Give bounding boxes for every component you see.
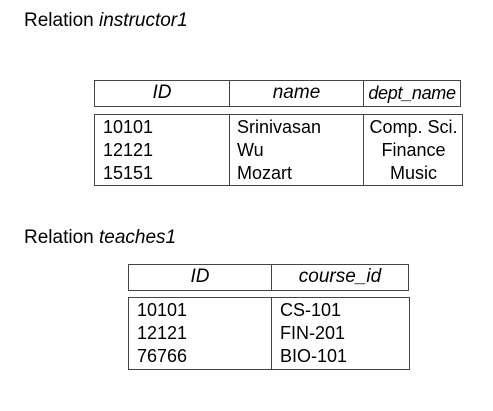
instructor1-caption-prefix: Relation	[24, 10, 99, 31]
table-cell: CS-101	[280, 299, 347, 322]
instructor1-caption: Relation instructor1	[24, 10, 188, 32]
table-cell: 10101	[137, 299, 187, 322]
table-cell: FIN-201	[280, 322, 347, 345]
table-cell: 76766	[137, 345, 187, 368]
instructor1-dept-column: Comp. Sci. Finance Music	[364, 116, 463, 185]
instructor1-id-column: 10101 12121 15151	[103, 116, 153, 185]
instructor1-header-dept-name: dept_name	[363, 81, 461, 105]
teaches1-header-course-id: course_id	[271, 265, 409, 289]
table-cell: BIO-101	[280, 345, 347, 368]
table-cell: Finance	[364, 139, 463, 162]
teaches1-course-column: CS-101 FIN-201 BIO-101	[280, 299, 347, 368]
instructor1-header-id: ID	[94, 81, 230, 105]
table-cell: 15151	[103, 162, 153, 185]
instructor1-name-column: Srinivasan Wu Mozart	[237, 116, 321, 185]
instructor1-divider-1	[229, 114, 230, 186]
table-cell: Srinivasan	[237, 116, 321, 139]
instructor1-caption-name: instructor1	[99, 10, 188, 31]
teaches1-caption-name: teaches1	[99, 227, 176, 248]
table-cell: 10101	[103, 116, 153, 139]
table-cell: 12121	[137, 322, 187, 345]
teaches1-divider-1	[271, 297, 272, 370]
teaches1-header-id: ID	[128, 265, 272, 289]
teaches1-caption-prefix: Relation	[24, 227, 99, 248]
instructor1-header-name: name	[229, 81, 364, 105]
teaches1-caption: Relation teaches1	[24, 227, 176, 249]
table-cell: 12121	[103, 139, 153, 162]
table-cell: Music	[364, 162, 463, 185]
table-cell: Comp. Sci.	[364, 116, 463, 139]
teaches1-id-column: 10101 12121 76766	[137, 299, 187, 368]
table-cell: Wu	[237, 139, 321, 162]
table-cell: Mozart	[237, 162, 321, 185]
